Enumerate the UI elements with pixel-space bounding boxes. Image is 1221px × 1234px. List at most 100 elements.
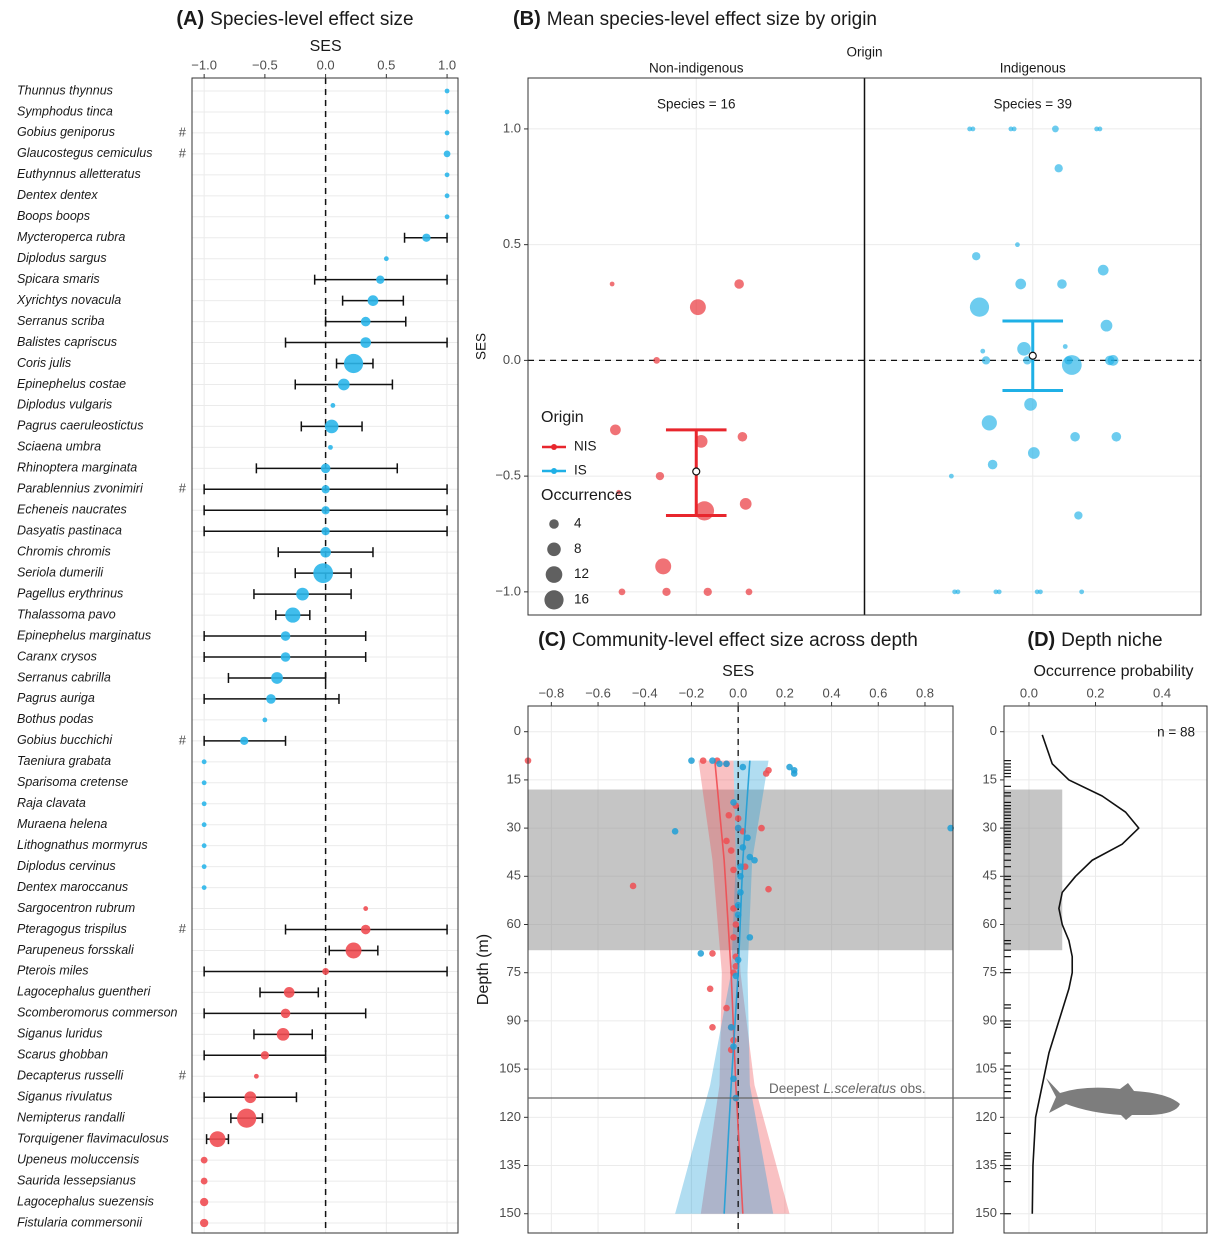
species-label: Torquigener flavimaculosus: [17, 1131, 169, 1145]
species-point: [1098, 265, 1109, 276]
species-point: [982, 356, 990, 364]
species-point: [201, 1157, 208, 1164]
y-axis-label: SES: [474, 333, 489, 360]
species-point: [237, 1109, 256, 1128]
species-point: [285, 607, 300, 622]
x-tick-label: 0.8: [916, 685, 934, 700]
species-label: Pagrus auriga: [17, 691, 95, 705]
depth-band: [1004, 790, 1062, 951]
sample-size: n = 88: [1157, 725, 1195, 740]
depth-point: [737, 889, 744, 896]
species-point: [1062, 355, 1082, 375]
species-point: [322, 968, 329, 975]
x-tick-label: −0.2: [679, 685, 705, 700]
depth-point: [700, 757, 707, 764]
y-tick-label: 75: [507, 964, 521, 979]
species-point: [738, 432, 748, 442]
y-tick-label: 30: [507, 820, 521, 835]
panel-title: (C) Community-level effect size across de…: [538, 629, 918, 651]
species-point: [1052, 126, 1059, 133]
panel-label: (C): [538, 629, 566, 651]
y-tick-label: 150: [975, 1205, 997, 1220]
x-tick-label: 0.2: [776, 685, 794, 700]
species-label: Symphodus tinca: [17, 104, 113, 118]
panel-label: (A): [176, 8, 204, 30]
species-point: [368, 295, 379, 306]
species-point: [202, 759, 207, 764]
y-tick-label: 0: [514, 723, 521, 738]
x-tick-label: −0.5: [252, 57, 278, 72]
species-label: Siganus luridus: [17, 1027, 102, 1041]
depth-point: [765, 767, 772, 774]
species-label: Nemipterus randalli: [17, 1110, 126, 1124]
species-label: Epinephelus marginatus: [17, 628, 151, 642]
species-point: [281, 652, 291, 662]
species-point: [338, 379, 350, 391]
x-tick-label: 0.0: [729, 685, 747, 700]
y-tick-label: 60: [507, 916, 521, 931]
depth-point: [688, 757, 695, 764]
species-label: Upeneus moluccensis: [17, 1152, 139, 1166]
species-label: Caranx crysos: [17, 649, 97, 663]
y-tick-label: 45: [983, 868, 997, 883]
depth-point: [723, 838, 730, 845]
species-point: [328, 445, 333, 450]
depth-point: [728, 1024, 735, 1031]
flag: #: [179, 145, 187, 160]
y-tick-label: 30: [983, 820, 997, 835]
species-point: [1057, 279, 1067, 289]
flag: #: [179, 1068, 187, 1083]
species-point: [240, 737, 248, 745]
species-point: [281, 1009, 291, 1019]
species-point: [655, 558, 671, 574]
y-tick-label: 90: [983, 1012, 997, 1027]
panel-title-text: Community-level effect size across depth: [572, 630, 918, 651]
depth-point: [740, 764, 747, 771]
species-point: [1017, 342, 1031, 356]
depth-point: [709, 950, 716, 957]
species-label: Gobius bucchichi: [17, 733, 113, 747]
legend-label: IS: [574, 463, 587, 478]
y-tick-label: 120: [975, 1109, 997, 1124]
y-tick-label: 1.0: [503, 120, 521, 135]
panel-label: (B): [513, 8, 541, 30]
species-point: [361, 925, 371, 935]
species-point: [980, 349, 985, 354]
species-point: [210, 1131, 226, 1147]
size-key: [546, 566, 563, 583]
species-point: [200, 1219, 208, 1227]
species-point: [384, 256, 389, 261]
depth-point: [730, 867, 737, 874]
x-tick-label: 0.6: [869, 685, 887, 700]
x-tick-label: −1.0: [191, 57, 217, 72]
x-axis-label: SES: [310, 38, 342, 55]
y-tick-label: 120: [499, 1109, 521, 1124]
mean-point: [1029, 352, 1036, 359]
species-point: [949, 474, 954, 479]
annotation-part: Deepest: [769, 1081, 820, 1096]
species-point: [956, 589, 961, 594]
species-point: [445, 89, 450, 94]
y-tick-label: 0: [990, 723, 997, 738]
species-point: [321, 485, 329, 493]
y-tick-label: 135: [499, 1157, 521, 1172]
depth-point: [726, 812, 733, 819]
species-point: [1038, 589, 1043, 594]
facet-title: Origin: [846, 45, 882, 60]
species-point: [1112, 432, 1122, 442]
depth-point: [672, 828, 679, 835]
depth-point: [733, 921, 740, 928]
species-point: [320, 547, 331, 558]
size-key-label: 8: [574, 541, 582, 556]
x-tick-label: 1.0: [438, 57, 456, 72]
species-label: Xyrichtys novacula: [16, 293, 121, 307]
species-label: Diplodus vulgaris: [17, 398, 112, 412]
species-point: [1028, 447, 1040, 459]
depth-point: [791, 770, 798, 777]
species-point: [444, 150, 451, 157]
species-point: [972, 252, 980, 260]
y-tick-label: 75: [983, 964, 997, 979]
y-tick-label: 0.0: [503, 352, 521, 367]
species-point: [740, 498, 752, 510]
